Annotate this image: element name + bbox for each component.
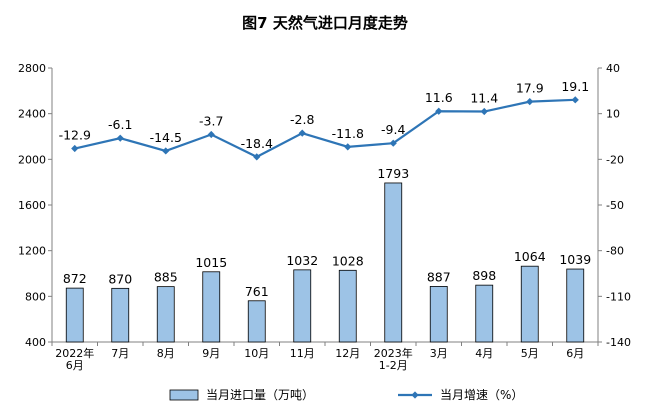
y-right-tick-label: -140 <box>606 336 631 349</box>
line-point <box>389 139 397 147</box>
line-point <box>162 147 170 155</box>
bar-value-label: 1039 <box>559 252 591 267</box>
line-point <box>344 143 352 151</box>
line-point <box>435 107 443 115</box>
y-left-tick-label: 2400 <box>18 108 46 121</box>
line-point <box>526 98 534 106</box>
legend-line-marker <box>411 391 419 399</box>
y-left-tick-label: 2000 <box>18 153 46 166</box>
x-tick-label: 10月 <box>244 347 269 360</box>
bar-value-label: 1064 <box>514 249 546 264</box>
y-left-tick-label: 800 <box>25 290 46 303</box>
line-point <box>480 107 488 116</box>
y-left-tick-label: 2800 <box>18 62 46 75</box>
bar <box>429 286 448 343</box>
bar-value-label: 1793 <box>377 166 409 181</box>
y-left-tick-label: 1200 <box>18 245 46 258</box>
bar <box>338 269 357 343</box>
line-value-label: -6.1 <box>108 117 132 132</box>
y-right-tick-label: 40 <box>606 62 620 75</box>
x-tick-label: 6月 <box>566 347 584 360</box>
y-right-tick-label: -20 <box>606 153 624 166</box>
y-right-tick-label: -50 <box>606 199 624 212</box>
line-value-label: -3.7 <box>199 114 223 129</box>
y-right-tick-label: 10 <box>606 108 620 121</box>
legend-bar-swatch <box>169 389 199 401</box>
bar <box>247 300 266 343</box>
legend-line-label: 当月增速（%） <box>440 388 523 402</box>
y-left-tick-label: 400 <box>25 336 46 349</box>
line-point <box>116 134 124 142</box>
bar-value-label: 761 <box>245 284 269 299</box>
growth-line <box>74 98 576 159</box>
y-left-tick-label: 1600 <box>18 199 46 212</box>
bar-value-label: 870 <box>108 271 132 286</box>
x-tick-label: 2023年 <box>374 346 413 360</box>
line-point <box>71 144 79 153</box>
bar <box>384 182 403 343</box>
line-value-label: -11.8 <box>332 126 364 141</box>
bar-value-label: 885 <box>154 270 178 285</box>
x-tick-label: 3月 <box>430 347 448 360</box>
bar <box>520 265 539 343</box>
line-value-label: 17.9 <box>516 81 544 96</box>
x-tick-label: 5月 <box>521 347 539 360</box>
line-value-label: -14.5 <box>150 130 182 145</box>
x-tick-label: 4月 <box>475 347 493 360</box>
bar <box>65 287 84 343</box>
bar-value-label: 1028 <box>332 253 364 268</box>
bar <box>566 268 585 343</box>
x-tick-label: 1-2月 <box>379 359 408 372</box>
line-point <box>253 153 261 161</box>
bar-value-label: 1015 <box>195 255 227 270</box>
line-value-label: 19.1 <box>561 79 589 94</box>
line-point <box>298 129 306 137</box>
x-tick-label: 2022年 <box>55 346 94 360</box>
y-right-tick-label: -80 <box>606 245 624 258</box>
line-value-label: 11.4 <box>470 91 498 106</box>
bar-value-label: 872 <box>63 271 87 286</box>
line-value-label: 11.6 <box>425 90 453 105</box>
x-tick-label: 9月 <box>202 347 220 360</box>
line-value-label: -2.8 <box>290 112 314 127</box>
bar <box>293 269 312 343</box>
bar-value-label: 887 <box>427 269 451 284</box>
bar <box>475 284 494 343</box>
bar <box>111 287 130 343</box>
bar-value-label: 898 <box>472 268 496 283</box>
bar-value-label: 1032 <box>286 253 318 268</box>
line-point <box>207 130 215 139</box>
x-tick-label: 11月 <box>290 347 315 360</box>
x-tick-label: 8月 <box>157 347 175 360</box>
x-tick-label: 12月 <box>335 347 360 360</box>
line-value-label: -18.4 <box>241 136 273 151</box>
legend-bar-label: 当月进口量（万吨） <box>206 388 314 402</box>
line-value-label: -12.9 <box>59 128 91 143</box>
bar <box>156 286 175 343</box>
line-value-label: -9.4 <box>381 122 405 137</box>
line-point <box>571 96 579 104</box>
x-tick-label: 6月 <box>66 359 84 372</box>
y-right-tick-label: -110 <box>606 290 631 303</box>
x-tick-label: 7月 <box>111 347 129 360</box>
bar <box>202 271 221 343</box>
chart-title: 图7 天然气进口月度走势 <box>242 14 408 32</box>
